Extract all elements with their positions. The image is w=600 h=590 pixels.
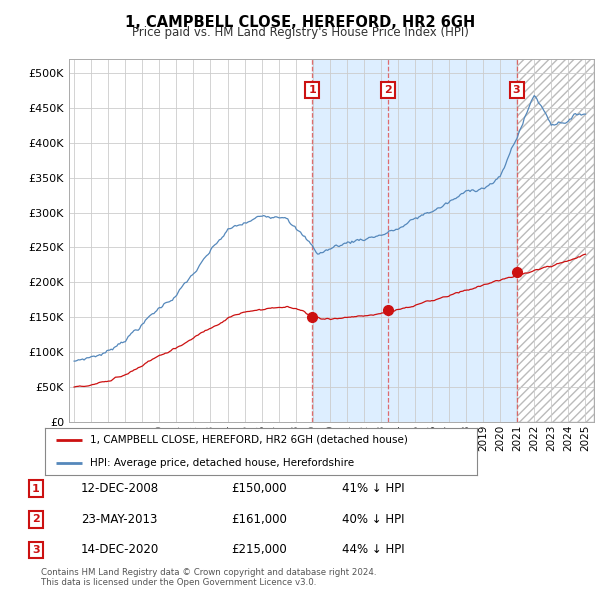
Text: Contains HM Land Registry data © Crown copyright and database right 2024.: Contains HM Land Registry data © Crown c… xyxy=(41,568,376,577)
Text: 1, CAMPBELL CLOSE, HEREFORD, HR2 6GH: 1, CAMPBELL CLOSE, HEREFORD, HR2 6GH xyxy=(125,15,475,30)
Text: £215,000: £215,000 xyxy=(231,543,287,556)
Text: 44% ↓ HPI: 44% ↓ HPI xyxy=(342,543,404,556)
Text: 3: 3 xyxy=(513,85,520,95)
Text: 1: 1 xyxy=(308,85,316,95)
Text: £150,000: £150,000 xyxy=(231,482,287,495)
Text: 23-MAY-2013: 23-MAY-2013 xyxy=(81,513,157,526)
Text: HPI: Average price, detached house, Herefordshire: HPI: Average price, detached house, Here… xyxy=(91,458,355,468)
Text: 2: 2 xyxy=(32,514,40,524)
Text: 12-DEC-2008: 12-DEC-2008 xyxy=(81,482,159,495)
Text: 1: 1 xyxy=(32,484,40,493)
Text: 40% ↓ HPI: 40% ↓ HPI xyxy=(342,513,404,526)
Text: 14-DEC-2020: 14-DEC-2020 xyxy=(81,543,159,556)
Text: Price paid vs. HM Land Registry's House Price Index (HPI): Price paid vs. HM Land Registry's House … xyxy=(131,26,469,39)
Text: 1, CAMPBELL CLOSE, HEREFORD, HR2 6GH (detached house): 1, CAMPBELL CLOSE, HEREFORD, HR2 6GH (de… xyxy=(91,435,408,444)
Text: This data is licensed under the Open Government Licence v3.0.: This data is licensed under the Open Gov… xyxy=(41,578,316,587)
Text: 41% ↓ HPI: 41% ↓ HPI xyxy=(342,482,404,495)
Text: 2: 2 xyxy=(384,85,391,95)
Bar xyxy=(312,59,517,422)
Text: £161,000: £161,000 xyxy=(231,513,287,526)
Text: 3: 3 xyxy=(32,545,40,555)
